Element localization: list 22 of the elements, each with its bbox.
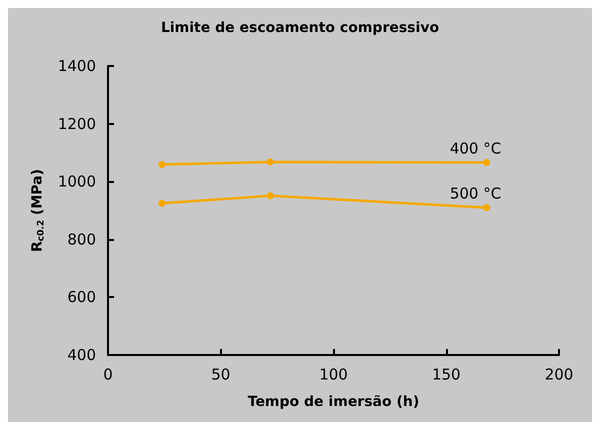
y-axis-title: Rc0.2 (MPa) <box>30 169 46 252</box>
x-axis-title: Tempo de imersão (h) <box>248 394 420 410</box>
y-tick-label: 600 <box>67 288 96 306</box>
x-tick-label: 50 <box>211 366 230 384</box>
point <box>483 159 490 166</box>
y-tick-label: 400 <box>67 346 96 364</box>
y-tick-label: 800 <box>67 230 96 248</box>
y-tick-label: 1000 <box>58 172 96 191</box>
point <box>158 161 166 168</box>
y-tick-label: 1200 <box>58 114 96 133</box>
x-tick-label: 0 <box>103 366 113 384</box>
series-label: 400 °C <box>450 140 502 158</box>
x-tick-label: 100 <box>319 366 348 384</box>
chart-title: Limite de escoamento compressivo <box>160 20 440 36</box>
point <box>266 158 274 166</box>
point <box>266 192 274 200</box>
y-tick-label: 1400 <box>58 57 96 75</box>
point <box>483 204 490 212</box>
point <box>158 200 166 207</box>
x-tick-label: 150 <box>432 366 461 384</box>
series-label: 500 °C <box>450 184 502 203</box>
x-tick-label: 200 <box>544 366 574 384</box>
